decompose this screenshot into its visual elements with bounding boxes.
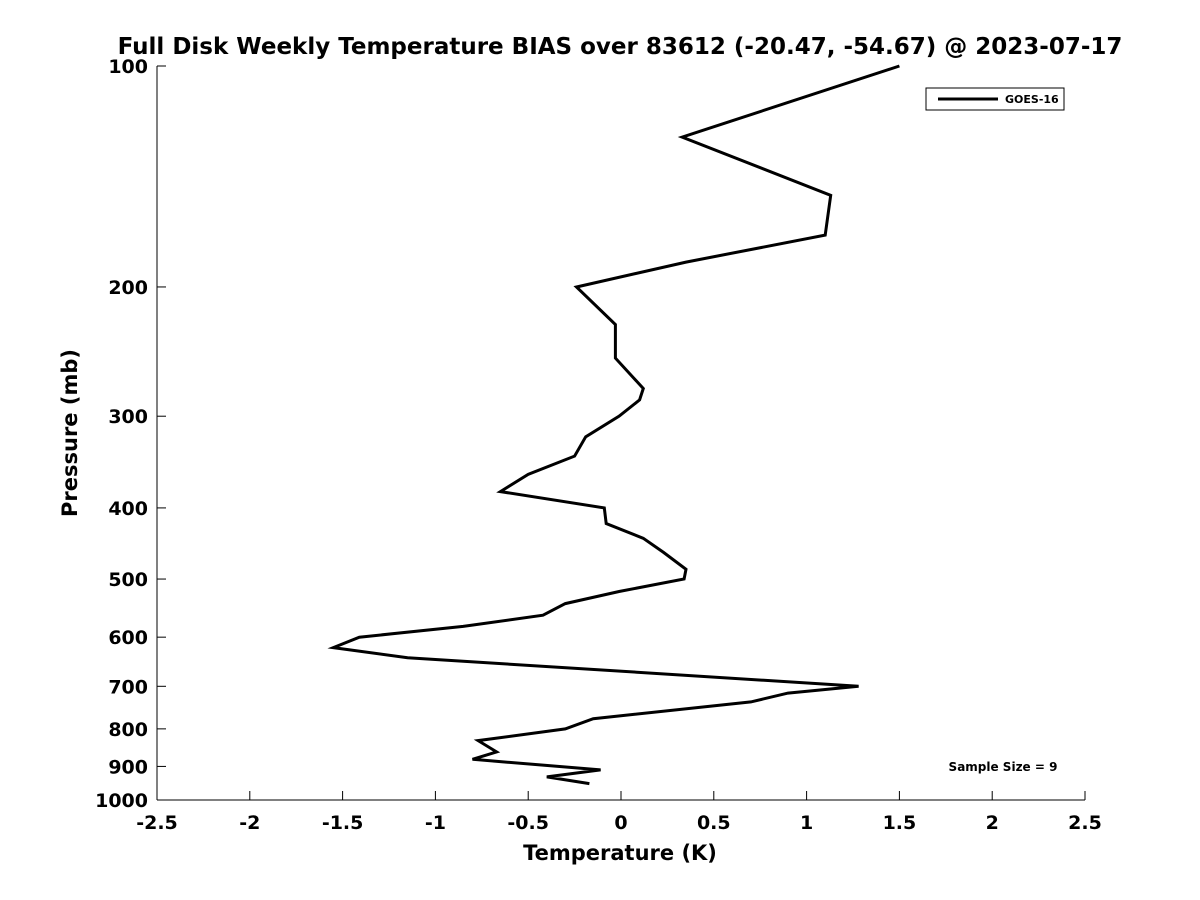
y-tick-label: 900 (108, 756, 148, 778)
y-tick-label: 600 (108, 627, 148, 649)
y-ticks: 100 200 300 400 500 600 700 800 900 1000 (95, 56, 166, 812)
y-tick-label: 800 (108, 719, 148, 741)
x-tick-label: 1 (800, 812, 813, 834)
x-ticks: -2.5 -2 -1.5 -1 -0.5 0 0.5 1 1.5 2 2.5 (136, 791, 1102, 834)
axes (156, 66, 1085, 801)
legend-entry-goes-16: GOES-16 (1005, 93, 1059, 106)
x-tick-label: 2.5 (1068, 812, 1102, 834)
series-line-goes-16 (327, 64, 900, 786)
x-tick-label: -1.5 (322, 812, 364, 834)
y-tick-label: 700 (108, 676, 148, 698)
y-tick-label: 400 (108, 498, 148, 520)
sample-size-annotation: Sample Size = 9 (949, 760, 1058, 774)
x-tick-label: 0.5 (697, 812, 731, 834)
chart-title: Full Disk Weekly Temperature BIAS over 8… (118, 34, 1123, 60)
x-tick-label: 2 (986, 812, 999, 834)
y-tick-label: 1000 (95, 790, 148, 812)
y-tick-label: 100 (108, 56, 148, 78)
x-tick-label: -0.5 (507, 812, 549, 834)
x-axis-label: Temperature (K) (523, 841, 717, 865)
x-tick-label: 0 (614, 812, 627, 834)
y-axis-label: Pressure (mb) (58, 349, 82, 517)
x-tick-label: -2.5 (136, 812, 178, 834)
x-tick-label: -1 (425, 812, 446, 834)
legend: GOES-16 (925, 87, 1065, 111)
x-tick-label: 1.5 (883, 812, 917, 834)
y-tick-label: 200 (108, 277, 148, 299)
y-tick-label: 300 (108, 406, 148, 428)
x-tick-label: -2 (239, 812, 260, 834)
series-layer (327, 64, 900, 786)
y-tick-label: 500 (108, 569, 148, 591)
